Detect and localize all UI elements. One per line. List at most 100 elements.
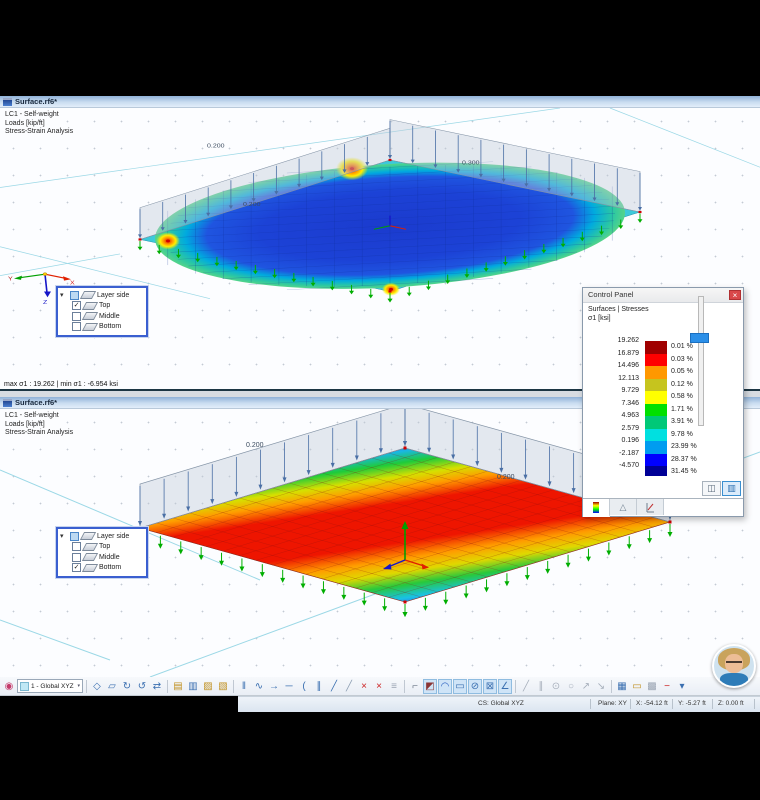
tab-pantograph[interactable]: △ [610,499,637,515]
snap-angle-icon[interactable]: ∠ [498,678,512,694]
viewport2-titlebar[interactable]: Surface.rf6* [0,397,760,409]
snap-intersection-icon[interactable]: ⊠ [483,678,497,694]
layer-checkbox[interactable]: ✓ [72,563,81,573]
legend-color-block [645,366,667,379]
legend-slider-track[interactable] [698,296,704,426]
layer-row-top[interactable]: ✓ Top [72,301,111,311]
zoom-tool-icon[interactable]: ◉ [4,680,14,692]
dashed-line-icon[interactable]: ╱ [345,680,353,692]
delete-node-icon[interactable]: × [361,680,367,692]
control-panel-titlebar[interactable]: Control Panel × [583,288,743,303]
layer-checkbox[interactable] [72,311,81,321]
view-isometric-icon[interactable]: ◇ [93,680,101,692]
toolbar-separator [86,679,87,693]
status-separator [630,699,631,709]
line-tool-icon[interactable]: ─ [285,680,293,692]
legend-color-block [645,353,667,366]
guide-mirror-icon[interactable]: ↘ [596,680,606,692]
user-avatar[interactable] [712,644,756,688]
guide-parallel-icon[interactable]: ∥ [538,680,544,692]
layer-icon [79,291,97,300]
more-tools-icon[interactable]: ≡ [391,680,397,692]
load-case-info: LC1 - Self-weight Loads [kip/ft] Stress-… [5,412,74,437]
legend-value: 4.963 [621,412,639,419]
guide-ellipse-icon[interactable]: ○ [567,680,575,692]
corner-tool-icon[interactable]: ⌐ [412,680,418,692]
delete-line-icon[interactable]: × [376,680,382,692]
guide-circle-icon[interactable]: ⊙ [551,680,561,692]
layer-row-bottom[interactable]: Bottom [60,322,144,333]
layer-checkbox[interactable]: ✓ [72,301,81,311]
layer-icon [79,532,97,541]
frame-view-icon[interactable]: ▭ [632,680,642,692]
polyline-icon[interactable]: ∿ [254,680,264,692]
parallel-line-icon[interactable]: ∥ [316,680,322,692]
legend-color-block [645,378,667,391]
viewport-divider[interactable] [0,391,760,397]
control-panel[interactable]: Control Panel × Surfaces | Stresses σ1 [… [582,287,744,517]
layer-side-panel[interactable]: ▾ Layer side Top Middle ✓ Bottom [56,527,148,578]
toolbar-separator [515,679,516,693]
chevron-down-icon[interactable]: ▾ [60,291,64,299]
eraser-icon[interactable]: ▩ [647,680,657,692]
rotate-back-icon[interactable]: ↺ [137,680,147,692]
arc-tool-icon[interactable]: ( [302,680,306,692]
viewport1-titlebar[interactable]: Surface.rf6* [0,96,760,108]
table-grid-icon[interactable]: ▦ [617,680,627,692]
tab-result-filter[interactable] [637,499,664,515]
display-properties-button[interactable]: ◫ [702,481,721,496]
guide-offset-icon[interactable]: ↗ [581,680,591,692]
remove-icon[interactable]: − [664,680,670,692]
legend-percent: 0.58 % [671,393,693,401]
close-icon[interactable]: × [729,290,741,300]
pan-view-icon[interactable]: ⇄ [152,680,162,692]
guide-line-icon[interactable]: ╱ [522,680,530,692]
edit-surface-icon[interactable]: ▨ [203,680,213,692]
layer-icon [81,312,99,321]
section-lines-icon[interactable]: ‖ [241,680,247,692]
bottom-letterbox [0,712,760,800]
layer-checkbox[interactable] [72,552,81,562]
layer-row-middle[interactable]: Middle [60,311,144,322]
layer-checkbox[interactable] [72,542,81,552]
legend-color-block [645,453,667,466]
arrow-tool-icon[interactable]: → [269,680,279,692]
diagonal-line-icon[interactable]: ╱ [330,680,338,692]
chevron-down-icon[interactable]: ▾ [60,532,64,540]
layer-checkbox[interactable] [72,322,81,332]
display-model-icon[interactable]: ▤ [173,680,183,692]
layer-side-checkbox[interactable] [70,290,79,300]
viewport-top[interactable]: Surface.rf6* [0,96,760,391]
snap-grid-icon[interactable]: ▭ [453,678,467,694]
legend-value: 14.496 [617,362,639,369]
dim-label-top: 0.200 [246,442,264,449]
layer-row-bottom[interactable]: ✓ Bottom [72,563,122,573]
axis-y-label: Y [8,277,13,283]
layer-row-top[interactable]: Top [60,542,144,553]
control-panel-title: Control Panel [588,290,634,299]
snap-points-icon[interactable]: ◩ [423,678,437,694]
snap-disable-icon[interactable]: ⊘ [468,678,482,694]
layer-side-panel[interactable]: ▾ Layer side ✓ Top Middle Bottom [56,286,148,337]
coordinate-system-select[interactable]: 1 - Global XYZ ▾ [17,679,83,693]
legend-color-block [645,428,667,441]
tab-color-scale[interactable] [583,499,610,517]
rotate-view-icon[interactable]: ↻ [122,680,132,692]
pantograph-icon: △ [619,501,627,512]
legend-percent: 0.01 % [671,343,693,351]
legend-slider-handle[interactable] [690,333,709,343]
status-field: Y: -5.27 ft [678,700,706,707]
layer-row-middle[interactable]: Middle [60,552,144,563]
color-scale-options-button[interactable]: ▥ [722,481,741,496]
pen-tool-icon[interactable]: ▧ [218,680,228,692]
legend-color-block [645,416,667,429]
view-plane-icon[interactable]: ▱ [108,680,116,692]
status-field: CS: Global XYZ [478,700,524,707]
toolbar-separator [404,679,405,693]
status-bar: CS: Global XYZ Plane: XY X: -54.12 ft Y: -5… [0,696,760,712]
snap-magnet-icon[interactable]: ◠ [438,678,452,694]
droplet-icon[interactable]: ▾ [679,680,685,692]
window-icon [3,398,12,407]
display-mesh-icon[interactable]: ▥ [188,680,198,692]
layer-side-checkbox[interactable] [70,531,79,541]
